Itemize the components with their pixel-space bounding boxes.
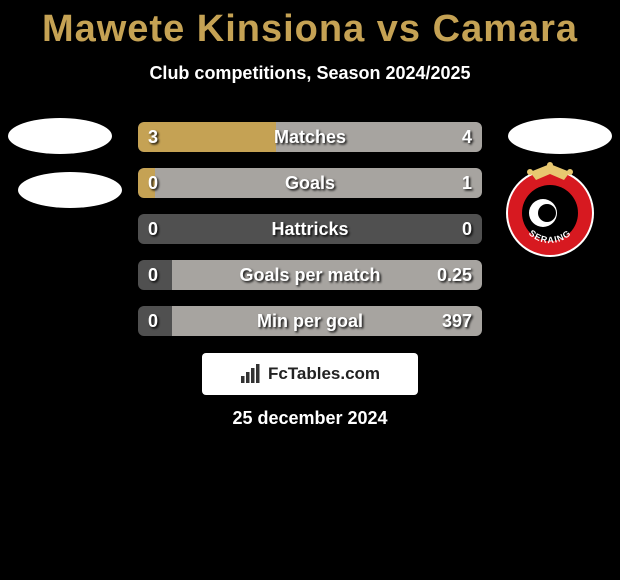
stat-row: 34Matches bbox=[138, 122, 482, 152]
comparison-card: Mawete Kinsiona vs Camara Club competiti… bbox=[0, 0, 620, 580]
subtitle: Club competitions, Season 2024/2025 bbox=[0, 63, 620, 84]
date-text: 25 december 2024 bbox=[0, 408, 620, 429]
stat-label: Matches bbox=[138, 122, 482, 152]
attribution-text: FcTables.com bbox=[268, 364, 380, 384]
seraing-badge-icon: SERAING bbox=[500, 158, 600, 258]
stat-row: 00.25Goals per match bbox=[138, 260, 482, 290]
stat-label: Goals per match bbox=[138, 260, 482, 290]
player-left-avatar-2 bbox=[18, 172, 122, 208]
attribution-box: FcTables.com bbox=[202, 353, 418, 395]
stat-label: Hattricks bbox=[138, 214, 482, 244]
stats-bars: 34Matches 01Goals 00Hattricks 00.25Goals pe… bbox=[138, 122, 482, 352]
stat-row: 0397Min per goal bbox=[138, 306, 482, 336]
stat-row: 01Goals bbox=[138, 168, 482, 198]
club-badge-right: SERAING bbox=[500, 158, 600, 258]
stat-label: Goals bbox=[138, 168, 482, 198]
chart-icon bbox=[240, 363, 262, 385]
page-title: Mawete Kinsiona vs Camara bbox=[0, 0, 620, 51]
player-left-avatar-1 bbox=[8, 118, 112, 154]
stat-label: Min per goal bbox=[138, 306, 482, 336]
stat-row: 00Hattricks bbox=[138, 214, 482, 244]
player-right-avatar-1 bbox=[508, 118, 612, 154]
